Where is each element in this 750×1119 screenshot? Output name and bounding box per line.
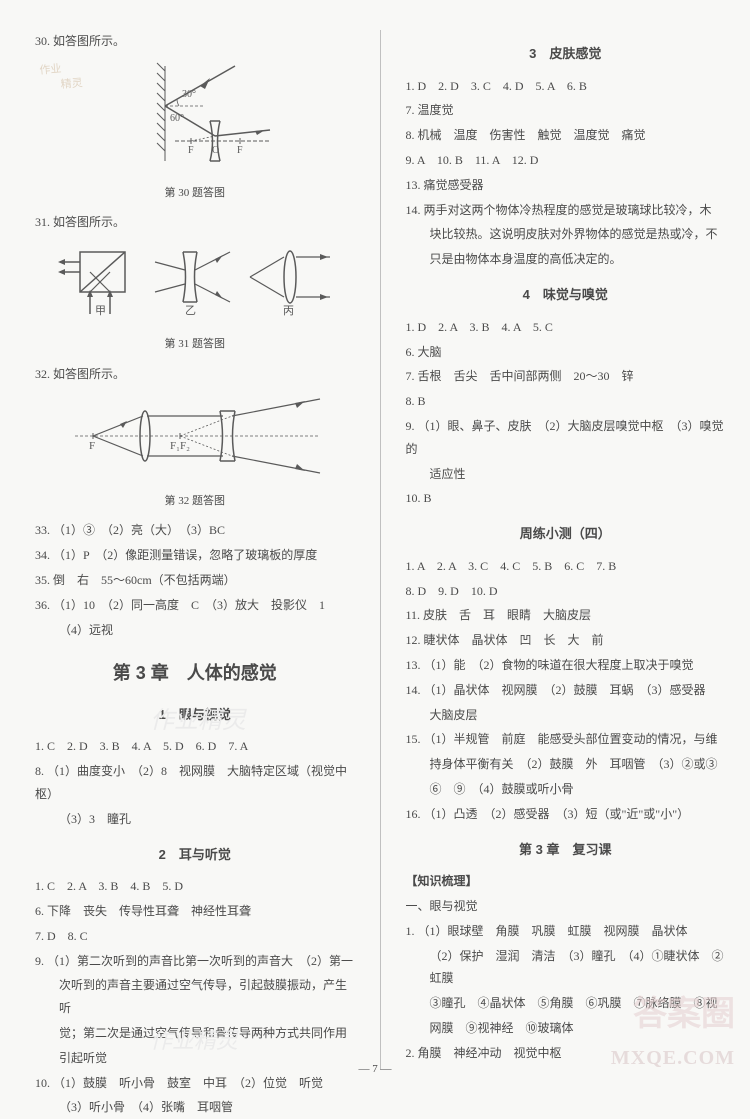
sec4-l4: 8. B: [406, 390, 726, 413]
page-container: 30. 如答图所示。: [0, 0, 750, 1090]
sec2-l4b: 次听到的声音主要通过空气传导，引起鼓膜振动，产生听: [35, 974, 355, 1020]
review-head: 【知识梳理】: [406, 870, 726, 893]
q32-text: 32. 如答图所示。: [35, 363, 355, 386]
t4-l7c: ⑥ ⑨ （4）鼓膜或听小骨: [406, 778, 726, 801]
svg-text:F: F: [89, 440, 95, 452]
q36a-text: 36. （1）10 （2）同一高度 C （3）放大 投影仪 1: [35, 594, 355, 617]
t4-l5: 13. （1）能 （2）食物的味道在很大程度上取决于嗅觉: [406, 654, 726, 677]
review-title: 第 3 章 复习课: [406, 838, 726, 863]
q36b-text: （4）远视: [35, 619, 355, 642]
chapter3-title: 第 3 章 人体的感觉: [35, 656, 355, 690]
t4-l4: 12. 睫状体 晶状体 凹 长 大 前: [406, 629, 726, 652]
t4-l2: 8. D 9. D 10. D: [406, 580, 726, 603]
r-l1a: 1. （1）眼球壁 角膜 巩膜 虹膜 视网膜 晶状体: [406, 920, 726, 943]
svg-text:60°: 60°: [170, 113, 184, 124]
t4-l8: 16. （1）凸透 （2）感受器 （3）短（或"近"或"小"）: [406, 803, 726, 826]
sec3-l6c: 只是由物体本身温度的高低决定的。: [406, 248, 726, 271]
right-column: 3 皮肤感觉 1. D 2. D 3. C 4. D 5. A 6. B 7. …: [406, 30, 726, 1070]
diagram-32: F F₁F₂ 第 32 题答图: [35, 394, 355, 512]
q31-text: 31. 如答图所示。: [35, 211, 355, 234]
diag30-caption: 第 30 题答图: [35, 183, 355, 204]
sec3-l5: 13. 痛觉感受器: [406, 174, 726, 197]
mirror-hatching: [157, 63, 165, 161]
sec4-l5b: 适应性: [406, 463, 726, 486]
sec3-l2: 7. 温度觉: [406, 99, 726, 122]
svg-text:甲: 甲: [95, 305, 106, 317]
diag32-caption: 第 32 题答图: [35, 491, 355, 512]
t4-l6a: 14. （1）晶状体 视网膜 （2）鼓膜 耳蜗 （3）感受器: [406, 679, 726, 702]
diagram-31: 甲 乙 丙 第 31 题答图: [35, 242, 355, 355]
sec2-l5b: （3）听小骨 （4）张嘴 耳咽管: [35, 1096, 355, 1119]
sec4-l5a: 9. （1）眼、鼻子、皮肤 （2）大脑皮层嗅觉中枢 （3）嗅觉的: [406, 415, 726, 461]
diag31-caption: 第 31 题答图: [35, 334, 355, 355]
sec3-l3: 8. 机械 温度 伤害性 触觉 温度觉 痛觉: [406, 124, 726, 147]
r-l1b: （2）保护 湿润 清洁 （3）瞳孔 （4）①睫状体 ②虹膜: [406, 945, 726, 991]
test4-title: 周练小测（四）: [406, 522, 726, 547]
t4-l7a: 15. （1）半规管 前庭 能感受头部位置变动的情况，与维: [406, 728, 726, 751]
t4-l1: 1. A 2. A 3. C 4. C 5. B 6. C 7. B: [406, 555, 726, 578]
sec4-l3: 7. 舌根 舌尖 舌中间部两侧 20～30 锌: [406, 365, 726, 388]
q34-text: 34. （1）P （2）像距测量错误，忽略了玻璃板的厚度: [35, 544, 355, 567]
sec3-l6b: 块比较热。这说明皮肤对外界物体的感觉是热或冷，不: [406, 223, 726, 246]
svg-text:O: O: [212, 145, 219, 156]
sec2-l5a: 10. （1）鼓膜 听小骨 鼓室 中耳 （2）位觉 听觉: [35, 1072, 355, 1095]
sec2-l4c: 觉；第二次是通过空气传导和骨传导两种方式共同作用: [35, 1022, 355, 1045]
page-number: — 7 —: [359, 1063, 392, 1075]
t4-l7b: 持身体平衡有关 （2）鼓膜 外 耳咽管 （3）②或③: [406, 753, 726, 776]
diagram-30: 30° 60° F O F 第 30 题答图: [35, 61, 355, 204]
t4-l6b: 大脑皮层: [406, 704, 726, 727]
svg-text:乙: 乙: [185, 304, 196, 317]
svg-text:丙: 丙: [283, 305, 294, 317]
sec4-title: 4 味觉与嗅觉: [406, 283, 726, 308]
review-sub: 一、眼与视觉: [406, 895, 726, 918]
svg-text:F₁F₂: F₁F₂: [170, 440, 190, 452]
sec4-l6: 10. B: [406, 487, 726, 510]
sec1-l2b: （3）3 瞳孔: [35, 808, 355, 831]
column-divider: [380, 30, 381, 1070]
q30-text: 30. 如答图所示。: [35, 30, 355, 53]
watermark-right: 答案圈: [633, 986, 735, 1035]
svg-text:30°: 30°: [182, 89, 196, 100]
sec2-l4d: 引起听觉: [35, 1047, 355, 1070]
sec1-l1: 1. C 2. D 3. B 4. A 5. D 6. D 7. A: [35, 735, 355, 758]
watermark-url: MXQE.COM: [611, 1047, 735, 1070]
svg-text:F: F: [237, 145, 243, 156]
sec2-title: 2 耳与听觉: [35, 843, 355, 868]
sec4-l2: 6. 大脑: [406, 341, 726, 364]
sec3-l6a: 14. 两手对这两个物体冷热程度的感觉是玻璃球比较冷，木: [406, 199, 726, 222]
t4-l3: 11. 皮肤 舌 耳 眼睛 大脑皮层: [406, 604, 726, 627]
sec2-l4a: 9. （1）第二次听到的声音比第一次听到的声音大 （2）第一: [35, 950, 355, 973]
q35-text: 35. 倒 右 55～60cm（不包括两端）: [35, 569, 355, 592]
sec2-l2: 6. 下降 丧失 传导性耳聋 神经性耳聋: [35, 900, 355, 923]
sec3-l4: 9. A 10. B 11. A 12. D: [406, 149, 726, 172]
sec2-l3: 7. D 8. C: [35, 925, 355, 948]
sec2-l1: 1. C 2. A 3. B 4. B 5. D: [35, 875, 355, 898]
sec1-title: 1 眼与视觉: [35, 703, 355, 728]
sec4-l1: 1. D 2. A 3. B 4. A 5. C: [406, 316, 726, 339]
sec3-l1: 1. D 2. D 3. C 4. D 5. A 6. B: [406, 75, 726, 98]
q33-text: 33. （1）③ （2）亮（大） （3）BC: [35, 519, 355, 542]
svg-text:F: F: [188, 145, 194, 156]
sec1-l2a: 8. （1）曲度变小 （2）8 视网膜 大脑特定区域（视觉中枢）: [35, 760, 355, 806]
watermark-stamp: 作业 精灵: [39, 58, 84, 94]
left-column: 30. 如答图所示。: [35, 30, 355, 1070]
sec3-title: 3 皮肤感觉: [406, 42, 726, 67]
